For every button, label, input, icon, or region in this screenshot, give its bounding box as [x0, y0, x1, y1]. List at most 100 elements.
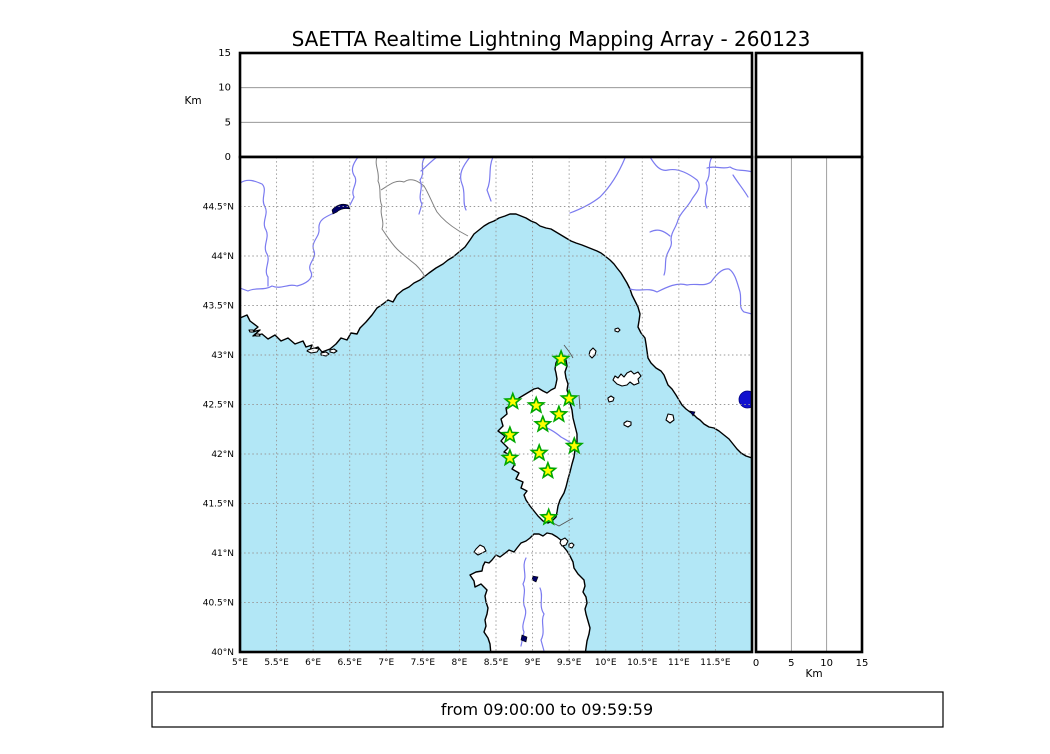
map-content	[240, 157, 752, 652]
lon-tick-label: 7°E	[378, 658, 394, 668]
sardinia-lake	[520, 634, 528, 643]
lat-tick-label: 40°N	[211, 648, 234, 658]
lon-tick-label: 8.5°E	[484, 658, 509, 668]
montecristo-island	[623, 420, 632, 428]
altitude-axis-unit-bottom: Km	[805, 668, 822, 680]
lma-station-star	[564, 435, 585, 455]
river	[629, 268, 752, 315]
lma-station-star	[549, 404, 569, 423]
time-caption-box: from 09:00:00 to 09:59:59	[151, 691, 944, 728]
altitude-lat-panel-bg	[756, 157, 862, 652]
station-markers	[500, 348, 585, 526]
elba-island	[612, 370, 642, 387]
lon-tick-label: 11°E	[668, 658, 690, 668]
lma-station-star	[500, 424, 520, 444]
map-panel: 5°E 5.5°E 6°E 6.5°E 7°E 7.5°E 8°E 8.5°E 9°E 9.5°E…	[203, 155, 754, 668]
lon-tick-label: 5°E	[232, 658, 248, 668]
altitude-tick-label: 15	[218, 48, 231, 59]
lma-station-star	[538, 460, 558, 480]
river	[240, 179, 269, 287]
lat-tick-label: 43.5°N	[203, 302, 234, 312]
map-frame	[238, 155, 754, 654]
altitude-tick-label: 5	[788, 658, 794, 669]
lma-station-star	[503, 391, 523, 410]
lat-tick-label: 41°N	[211, 549, 234, 559]
lat-tick-label: 42°N	[211, 450, 234, 460]
lma-station-star	[529, 442, 549, 462]
lma-station-star	[526, 395, 546, 414]
river	[486, 157, 494, 202]
altitude-lat-panel-frame	[754, 155, 864, 654]
lat-tick-label: 40.5°N	[203, 599, 234, 609]
altitude-lon-panel: 0 5 10 15 Km	[184, 48, 754, 163]
mainland-coastline	[240, 157, 752, 459]
river	[649, 229, 671, 237]
country-borders	[375, 157, 469, 278]
regional-border	[380, 179, 469, 237]
sardinia-island	[469, 532, 591, 652]
lake-serre-poncon	[331, 203, 351, 215]
lma-station-star	[551, 348, 571, 368]
lakes	[331, 203, 752, 643]
river	[649, 157, 700, 276]
river	[240, 212, 335, 292]
altitude-tick-label: 5	[225, 117, 231, 128]
france-italy-border	[375, 157, 426, 278]
lon-tick-label: 7.5°E	[411, 658, 436, 668]
corner-panel	[754, 51, 864, 159]
river	[704, 157, 713, 209]
lat-tick-label: 44°N	[211, 252, 234, 262]
corsica-island	[497, 354, 578, 524]
orbetello-lagoon	[689, 410, 696, 417]
lon-tick-label: 6°E	[305, 658, 321, 668]
altitude-lon-tick-labels: 0 5 10 15	[218, 48, 231, 163]
lat-tick-label: 41.5°N	[203, 500, 234, 510]
lat-tick-label: 44.5°N	[203, 203, 234, 213]
river	[459, 157, 471, 211]
river	[539, 587, 545, 652]
lma-station-star	[538, 507, 559, 526]
offshore-mark	[578, 394, 581, 410]
altitude-lon-gridlines	[240, 87, 752, 123]
river	[520, 557, 527, 647]
caption-text: from 09:00:00 to 09:59:59	[441, 700, 653, 719]
river	[706, 166, 752, 173]
giglio-island	[665, 413, 675, 424]
altitude-lon-panel-bg	[240, 53, 752, 157]
latitude-tick-labels: 44.5°N 44°N 43.5°N 43°N 42.5°N 42°N 41.5°N 41°N…	[203, 203, 234, 659]
pianosa-island	[607, 395, 615, 403]
altitude-lat-gridlines	[790, 157, 828, 652]
lma-station-star	[533, 414, 553, 433]
figure-title: SAETTA Realtime Lightning Mapping Array …	[292, 27, 811, 51]
longitude-tick-labels: 5°E 5.5°E 6°E 6.5°E 7°E 7.5°E 8°E 8.5°E 9°E 9.5°E…	[232, 658, 731, 668]
altitude-tick-label: 10	[820, 658, 833, 669]
lake-bolsena	[738, 390, 752, 409]
marseille-islets	[248, 329, 261, 337]
lma-station-star	[559, 388, 579, 407]
asinara-island	[473, 544, 487, 556]
river	[418, 157, 426, 215]
lat-tick-label: 42.5°N	[203, 401, 234, 411]
lon-tick-label: 5.5°E	[264, 658, 289, 668]
altitude-lat-tick-labels: 0 5 10 15	[753, 658, 869, 669]
lon-tick-label: 6.5°E	[337, 658, 362, 668]
altitude-lat-panel: 0 5 10 15 Km	[753, 155, 869, 680]
lma-station-star	[500, 447, 520, 467]
altitude-tick-label: 10	[218, 83, 231, 94]
lon-tick-label: 11.5°E	[700, 658, 731, 668]
lake-coghinas	[531, 575, 539, 583]
lon-tick-label: 9°E	[525, 658, 541, 668]
rivers	[240, 157, 752, 652]
altitude-tick-label: 15	[856, 658, 869, 669]
altitude-axis-unit-left: Km	[184, 95, 201, 107]
caption-frame	[151, 691, 944, 728]
river	[349, 157, 359, 206]
altitude-tick-label: 0	[225, 152, 231, 163]
river	[569, 157, 626, 214]
altitude-tick-label: 0	[753, 658, 759, 669]
offshore-mark	[563, 344, 574, 359]
river	[732, 174, 749, 198]
lat-tick-label: 43°N	[211, 351, 234, 361]
